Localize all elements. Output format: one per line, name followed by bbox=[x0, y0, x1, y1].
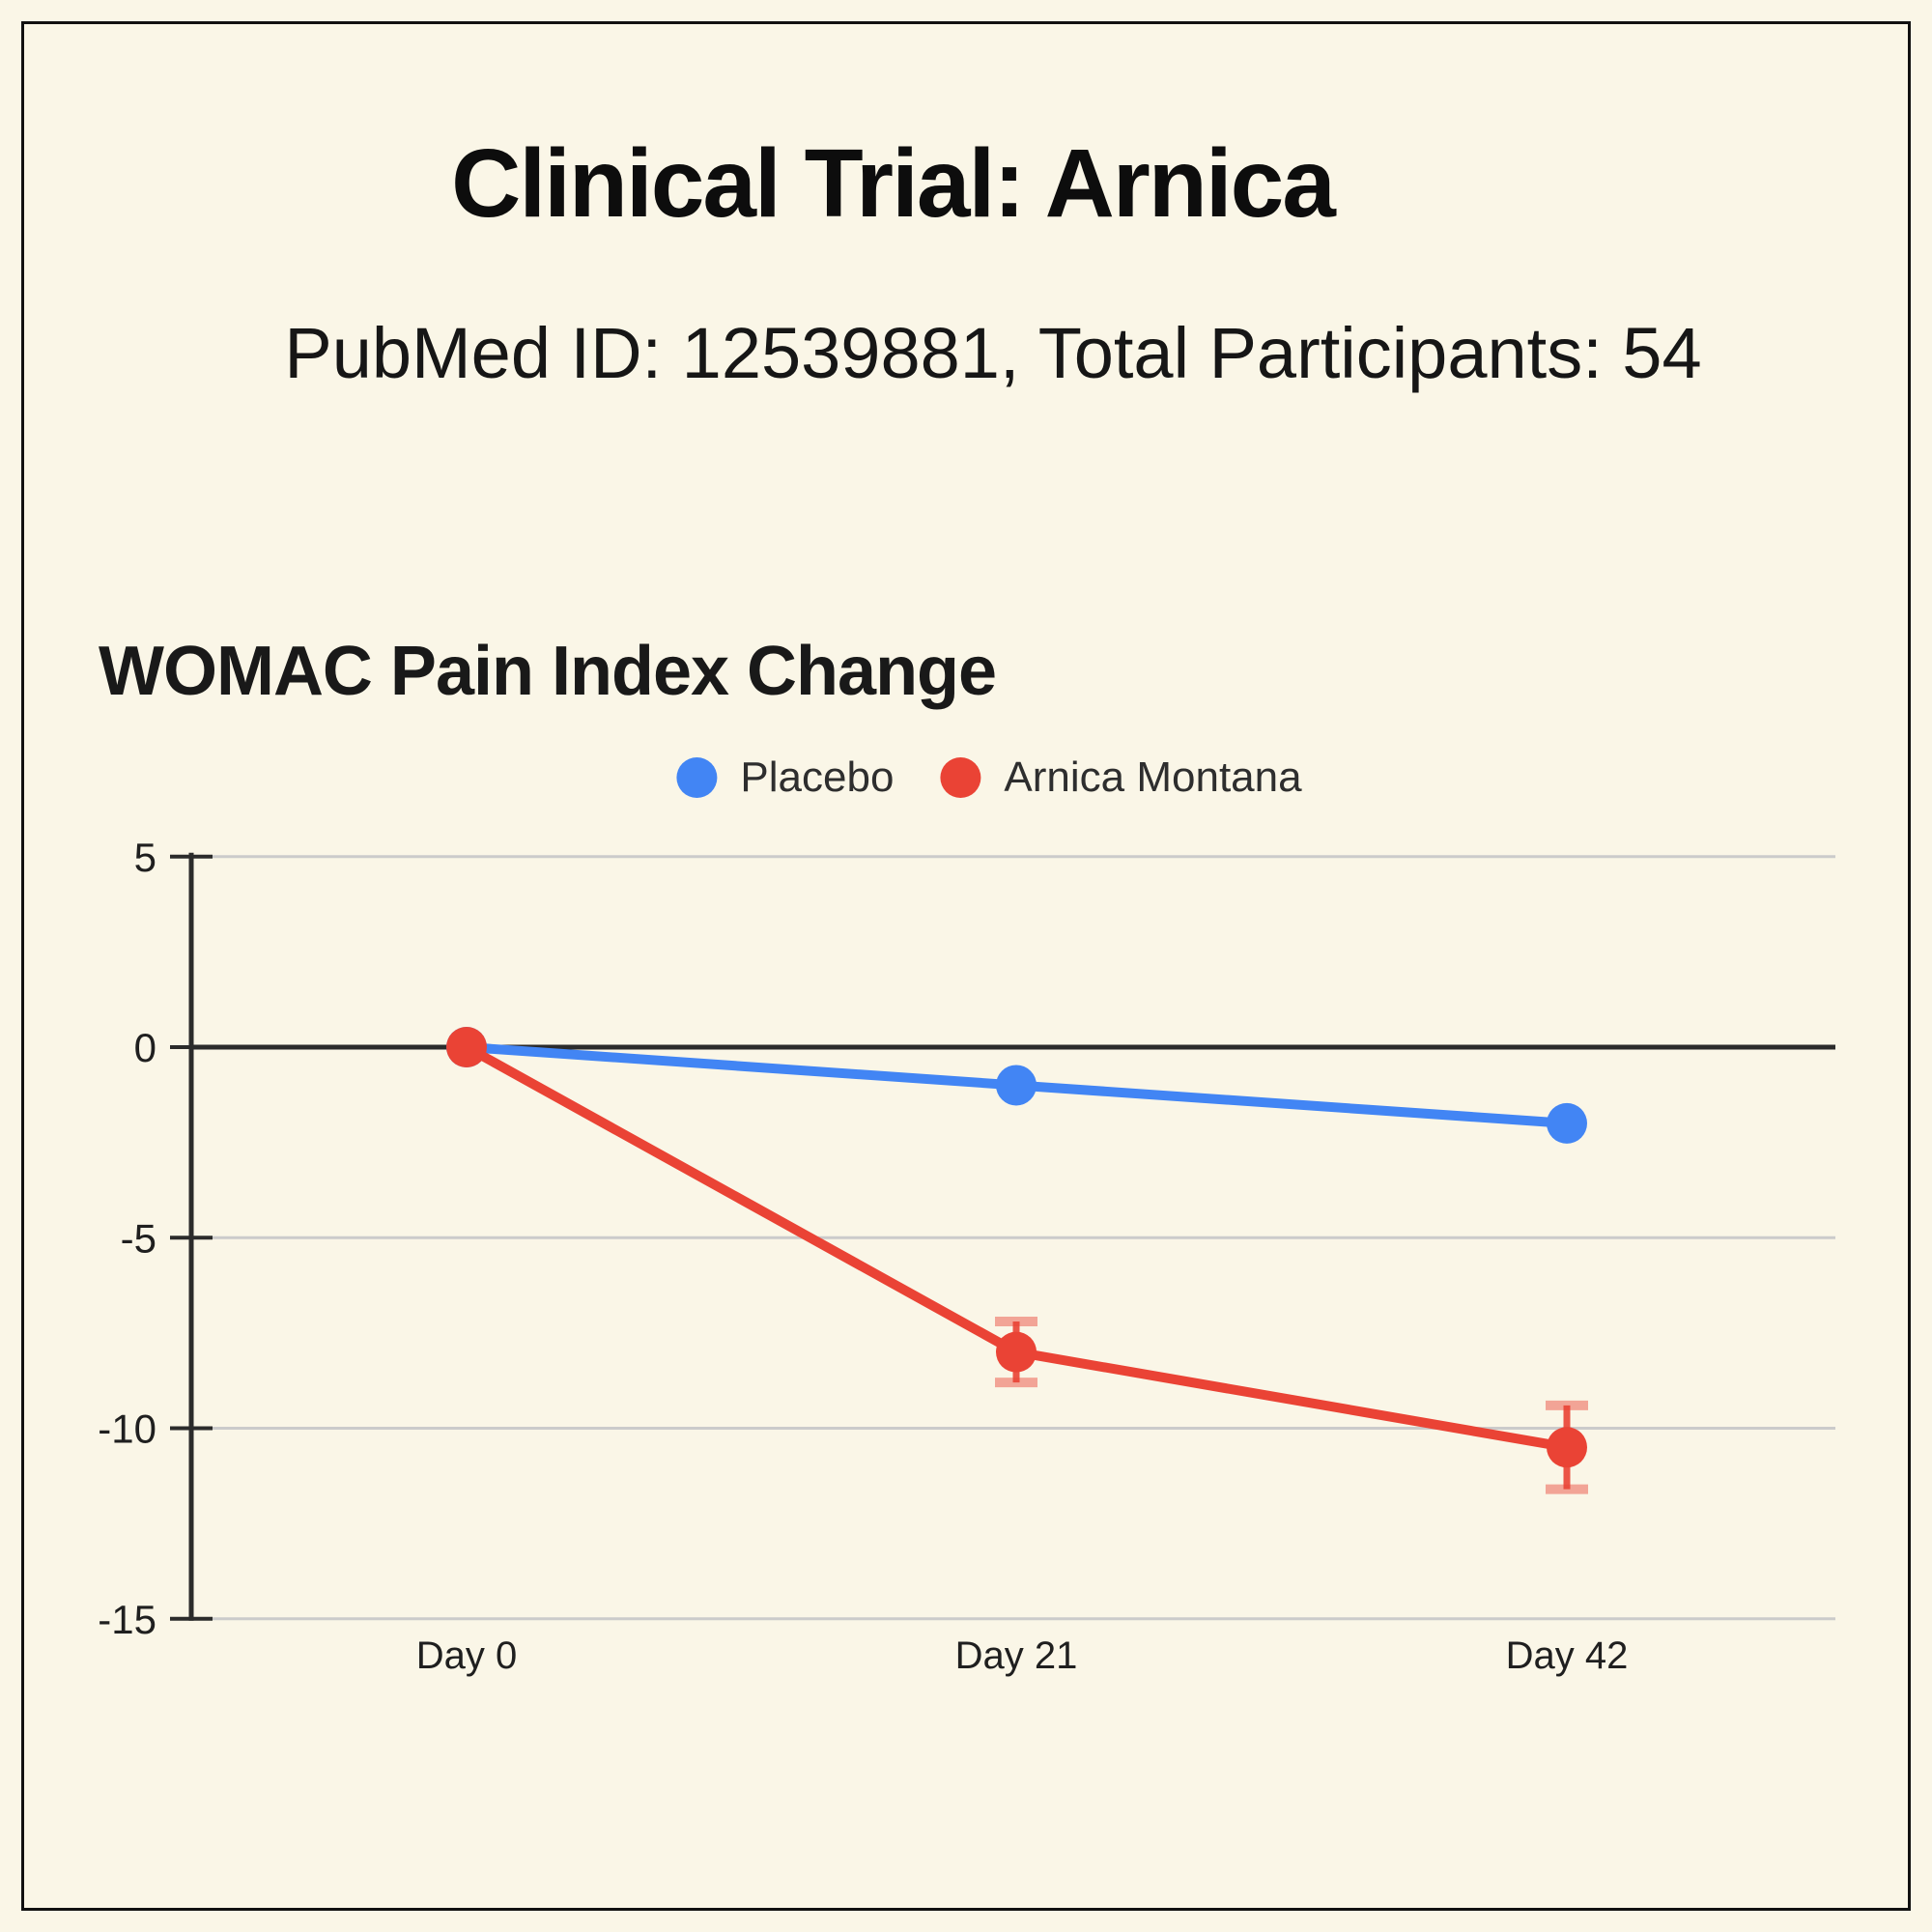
legend-label: Arnica Montana bbox=[1004, 753, 1302, 801]
data-point-placebo bbox=[1547, 1102, 1587, 1144]
y-tick-label: 5 bbox=[134, 835, 156, 880]
y-tick-label: 0 bbox=[134, 1025, 156, 1070]
x-tick-label: Day 21 bbox=[955, 1634, 1078, 1677]
data-point-arnica-montana bbox=[996, 1331, 1037, 1373]
legend-item-arnica: Arnica Montana bbox=[940, 750, 1302, 805]
y-tick-label: -5 bbox=[121, 1215, 156, 1261]
y-tick-label: -10 bbox=[98, 1406, 156, 1452]
chart-legend: Placebo Arnica Montana bbox=[676, 750, 1302, 805]
data-point-arnica-montana bbox=[446, 1027, 487, 1067]
data-point-placebo bbox=[996, 1065, 1037, 1106]
x-tick-label: Day 0 bbox=[416, 1634, 518, 1677]
page-subtitle: PubMed ID: 12539881, Total Participants:… bbox=[284, 313, 1702, 393]
legend-label: Placebo bbox=[740, 753, 895, 801]
page-title: Clinical Trial: Arnica bbox=[451, 129, 1336, 238]
legend-item-placebo: Placebo bbox=[676, 750, 894, 805]
legend-dot-icon bbox=[676, 756, 718, 798]
legend-dot-icon bbox=[940, 756, 981, 798]
chart-title: WOMAC Pain Index Change bbox=[99, 633, 997, 710]
y-tick-label: -15 bbox=[98, 1597, 156, 1642]
data-point-arnica-montana bbox=[1547, 1427, 1587, 1468]
x-tick-label: Day 42 bbox=[1506, 1634, 1629, 1677]
